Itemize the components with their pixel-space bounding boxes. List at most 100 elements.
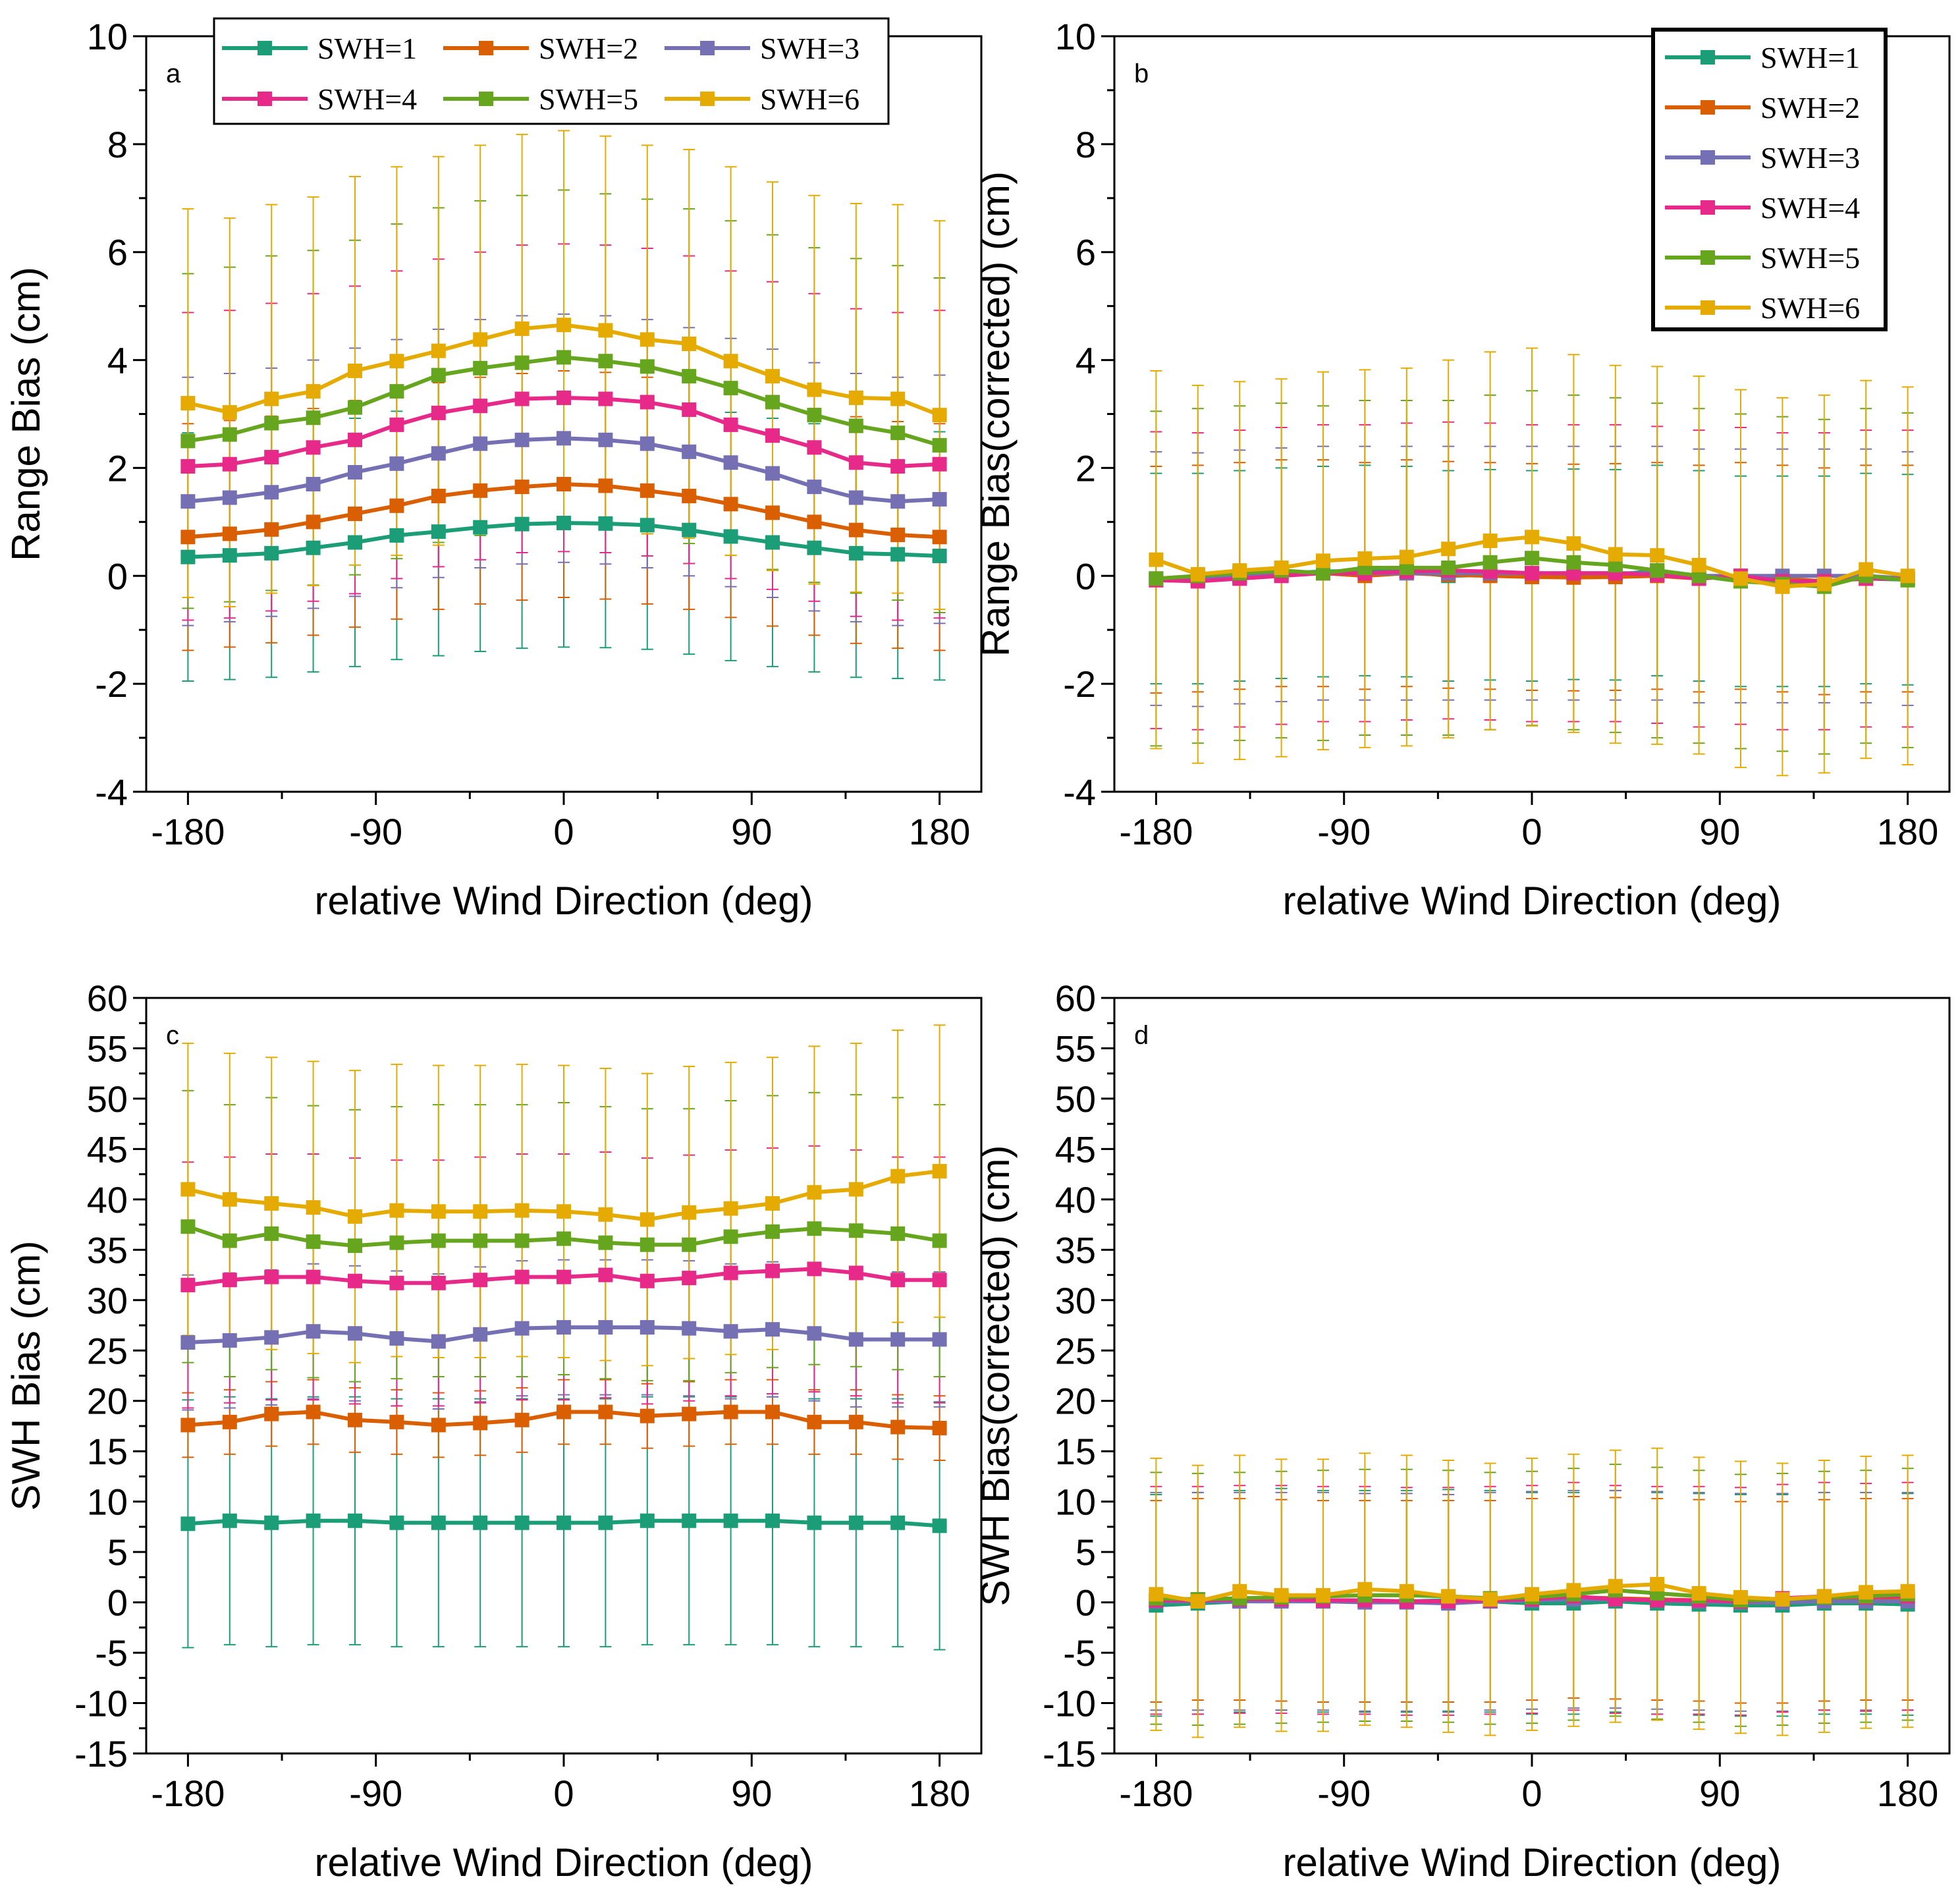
- plot-area: [1149, 1447, 1915, 1738]
- data-point: [264, 1406, 279, 1421]
- y-tick-label: 8: [1075, 124, 1096, 165]
- data-point: [723, 354, 738, 369]
- legend-frame: [213, 17, 890, 125]
- data-point: [848, 1515, 863, 1530]
- legend-label: SWH=3: [760, 32, 859, 65]
- data-point: [264, 485, 279, 500]
- data-point: [389, 528, 404, 543]
- data-point: [557, 1204, 571, 1219]
- y-tick-label: 30: [87, 1280, 128, 1321]
- legend-marker: [1701, 300, 1715, 315]
- series-swh3: [180, 431, 947, 509]
- panel-d: -180 -90 0 90 180 -15 -10 -5 0 5 10 15 20 25 30 35 40 45 5…: [973, 978, 1951, 1885]
- x-tick-label: -180: [1119, 811, 1193, 852]
- y-tick-label: -5: [95, 1632, 128, 1674]
- y-tick-label: 60: [1055, 978, 1096, 1019]
- data-point: [1316, 566, 1330, 581]
- data-point: [890, 528, 906, 543]
- legend-label: SWH=1: [317, 32, 417, 65]
- data-point: [473, 1327, 488, 1342]
- data-point: [932, 530, 947, 545]
- data-point: [1149, 1587, 1164, 1602]
- panel-letter: c: [166, 1021, 179, 1050]
- data-point: [1650, 563, 1665, 578]
- data-point: [180, 1182, 196, 1197]
- data-point: [222, 405, 237, 420]
- y-tick-label: 0: [107, 1582, 128, 1624]
- series-swh1: [180, 515, 947, 565]
- data-point: [1483, 1592, 1498, 1607]
- data-point: [598, 478, 613, 493]
- data-point: [890, 1419, 906, 1435]
- y-tick-label: -15: [74, 1733, 128, 1775]
- panel-letter: b: [1134, 59, 1149, 88]
- data-point: [807, 540, 822, 555]
- y-tick-label: 5: [107, 1531, 128, 1573]
- legend-marker: [258, 92, 272, 106]
- data-point: [1566, 555, 1581, 570]
- data-point: [557, 350, 571, 365]
- data-point: [348, 400, 362, 415]
- data-point: [306, 1513, 321, 1528]
- series-swh6: [1149, 530, 1915, 594]
- y-tick-label: 10: [87, 16, 128, 57]
- data-point: [848, 522, 863, 537]
- legend-label: SWH=4: [1760, 191, 1860, 225]
- data-point: [264, 450, 279, 465]
- data-point: [848, 390, 863, 405]
- data-point: [514, 432, 530, 447]
- y-tick-label: 20: [87, 1381, 128, 1422]
- data-point: [932, 1518, 947, 1533]
- y-tick-label: 55: [1055, 1028, 1096, 1069]
- data-point: [222, 1414, 237, 1429]
- legend-marker: [258, 41, 272, 55]
- y-tick-label: -15: [1043, 1733, 1096, 1775]
- legend-item: SWH=2: [1665, 91, 1860, 124]
- data-point: [848, 1332, 863, 1347]
- data-point: [1650, 548, 1665, 563]
- data-point: [890, 547, 906, 562]
- legend-marker: [1701, 150, 1715, 165]
- data-point: [1816, 576, 1832, 592]
- data-point: [348, 432, 362, 447]
- data-point: [514, 1515, 530, 1530]
- data-point: [598, 1320, 613, 1335]
- data-point: [431, 446, 446, 461]
- data-point: [473, 1273, 488, 1288]
- data-point: [431, 1204, 446, 1219]
- data-point: [848, 455, 863, 470]
- series-swh1: [180, 1513, 947, 1533]
- y-tick-label: 4: [1075, 340, 1096, 381]
- data-point: [306, 514, 321, 530]
- y-tick-label: 6: [1075, 232, 1096, 273]
- data-point: [557, 1320, 571, 1335]
- data-point: [180, 1335, 196, 1350]
- data-point: [306, 440, 321, 455]
- data-point: [264, 522, 279, 537]
- data-point: [222, 427, 237, 442]
- data-point: [682, 336, 697, 351]
- y-tick-label: -10: [74, 1683, 128, 1724]
- x-axis-title: relative Wind Direction (deg): [315, 1840, 813, 1885]
- y-tick-label: 50: [1055, 1078, 1096, 1120]
- legend-marker: [700, 41, 715, 55]
- y-axis-title: SWH Bias (cm): [4, 1241, 48, 1511]
- plot-area: [180, 130, 947, 682]
- y-tick-label: 45: [1055, 1128, 1096, 1170]
- data-point: [848, 1223, 863, 1238]
- x-tick-label: -180: [1119, 1773, 1193, 1814]
- y-tick-label: 15: [87, 1431, 128, 1472]
- data-point: [848, 545, 863, 561]
- data-point: [932, 1421, 947, 1436]
- data-point: [473, 1416, 488, 1431]
- data-point: [932, 491, 947, 507]
- legend-label: SWH=6: [760, 82, 859, 116]
- data-point: [180, 1516, 196, 1531]
- data-point: [264, 1330, 279, 1345]
- y-axis-title: SWH Bias(corrected) (cm): [973, 1145, 1018, 1606]
- legend: SWH=1 SWH=2 SWH=3 SWH=4 SWH=5 SWH=6: [213, 17, 890, 125]
- data-point: [348, 1238, 362, 1254]
- data-point: [682, 489, 697, 504]
- plot-area: [1149, 347, 1915, 777]
- y-tick-label: 10: [87, 1481, 128, 1523]
